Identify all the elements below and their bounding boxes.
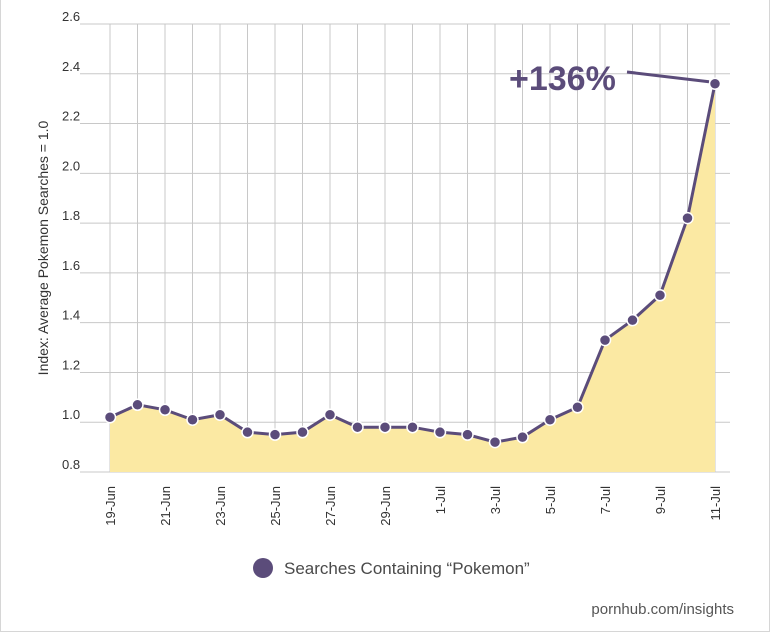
data-point [681,211,694,225]
data-point [323,408,337,422]
x-axis-ticks: 19-Jun 21-Jun 23-Jun 25-Jun 27-Jun 29-Jun 1-Ju… [103,486,723,526]
data-point [351,420,364,434]
x-tick-label: 19-Jun [103,486,118,526]
data-point [213,408,227,422]
legend-label: Searches Containing “Pokemon” [284,559,530,578]
y-tick-label: 2.6 [62,9,80,24]
x-tick-label: 29-Jun [378,486,393,526]
data-point [543,413,557,426]
y-tick-label: 2.2 [62,109,80,124]
x-tick-label: 21-Jun [158,486,173,526]
grid [80,23,730,473]
y-tick-label: 2.0 [62,158,80,173]
x-tick-label: 7-Jul [598,486,613,514]
data-point [653,289,667,302]
x-tick-label: 3-Jul [488,486,503,514]
data-point [571,401,584,414]
y-tick-label: 1.0 [62,407,80,422]
data-point [378,420,392,434]
y-tick-label: 1.2 [62,357,80,372]
data-point [241,425,254,439]
annotation-leader-line [626,70,710,84]
data-point [186,413,199,426]
data-point [103,410,117,424]
data-point [406,420,419,434]
x-tick-label: 1-Jul [433,486,448,514]
y-tick-label: 1.6 [62,258,80,273]
data-point [516,430,529,444]
legend-marker [253,558,273,578]
data-point [708,77,722,90]
y-tick-label: 1.4 [62,308,80,323]
y-axis-label: Index: Average Pokemon Searches = 1.0 [35,120,51,375]
y-axis-ticks: 0.8 1.0 1.2 1.4 1.6 1.8 2.0 2.2 2.4 2.6 [62,9,80,472]
x-tick-label: 23-Jun [213,486,228,526]
annotation-label: +136% [509,60,616,98]
y-tick-label: 0.8 [62,457,80,472]
data-point [488,435,502,449]
data-point [158,403,172,417]
data-point [268,428,282,441]
data-point [461,428,474,441]
data-point [131,398,144,412]
series-points [103,77,722,449]
x-tick-label: 5-Jul [543,486,558,514]
data-point [296,425,309,439]
x-tick-label: 9-Jul [653,486,668,514]
y-tick-label: 1.8 [62,208,80,223]
y-tick-label: 2.4 [62,59,80,74]
x-tick-label: 11-Jul [708,486,723,521]
x-tick-label: 25-Jun [268,486,283,526]
x-tick-label: 27-Jun [323,486,338,526]
data-point [598,333,612,347]
data-point [433,425,447,439]
source-credit: pornhub.com/insights [591,601,734,618]
series-area-fill [110,83,715,472]
data-point [626,313,639,327]
